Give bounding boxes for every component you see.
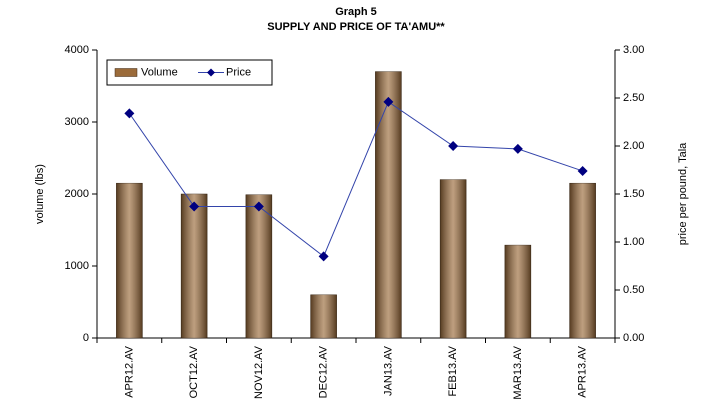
bar-shade — [245, 194, 272, 338]
y2-tick-label: 2.50 — [623, 92, 644, 104]
x-tick-label: APR13.AV — [577, 345, 589, 397]
legend-label: Volume — [141, 66, 178, 78]
y2-tick-label: 3.00 — [623, 44, 644, 56]
y2-tick-label: 0.50 — [623, 284, 644, 296]
y-tick-label: 4000 — [65, 44, 89, 56]
y2-tick-label: 1.00 — [623, 236, 644, 248]
y2-tick-label: 0.00 — [623, 332, 644, 344]
price-marker — [448, 141, 459, 151]
x-tick-label: MAR13.AV — [512, 345, 524, 399]
y-tick-label: 0 — [83, 332, 89, 344]
x-tick-label: JAN13.AV — [382, 345, 394, 396]
y-tick-label: 3000 — [65, 116, 89, 128]
bar-shade — [440, 179, 467, 338]
legend-swatch — [114, 68, 138, 77]
x-tick-label: APR12.AV — [123, 345, 135, 397]
bar-shade — [504, 245, 531, 338]
y-tick-label: 2000 — [65, 188, 89, 200]
price-marker — [189, 201, 200, 212]
price-marker — [577, 165, 588, 176]
bar-shade — [116, 183, 143, 338]
y2-axis-label: price per pound, Tala — [677, 142, 689, 245]
price-marker — [383, 96, 394, 107]
chart-subtitle: SUPPLY AND PRICE OF TA'AMU** — [267, 21, 445, 33]
y-tick-label: 1000 — [65, 260, 89, 272]
chart-title: Graph 5 — [335, 6, 377, 18]
legend-marker — [207, 68, 215, 77]
price-line — [128, 101, 583, 258]
bar-shade — [310, 294, 337, 338]
x-tick-label: FEB13.AV — [447, 345, 459, 396]
y2-tick-label: 2.00 — [623, 140, 644, 152]
x-tick-label: OCT12.AV — [188, 345, 200, 398]
bar-shade — [569, 183, 596, 338]
x-tick-label: DEC12.AV — [318, 345, 330, 398]
legend-label: Price — [226, 66, 251, 78]
price-marker — [124, 108, 135, 119]
bar-shade — [375, 71, 402, 338]
price-marker — [512, 143, 523, 154]
price-marker — [318, 251, 329, 262]
price-marker — [253, 201, 264, 212]
y2-tick-label: 1.50 — [623, 188, 644, 200]
bar-shade — [181, 194, 208, 338]
y-axis-label: volume (lbs) — [34, 164, 46, 224]
x-tick-label: NOV12.AV — [253, 345, 265, 399]
